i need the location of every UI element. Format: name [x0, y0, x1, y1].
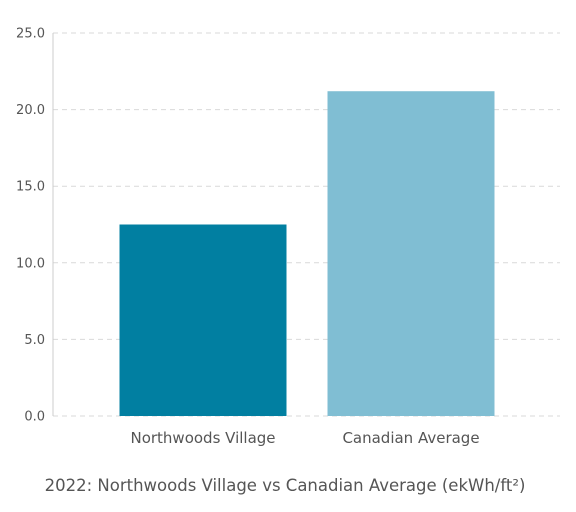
chart-title: 2022: Northwoods Village vs Canadian Ave…: [45, 476, 526, 495]
y-tick-label: 10.0: [16, 256, 45, 271]
y-axis-ticks: 0.0 5.0 10.0 15.0 20.0 25.0: [16, 27, 45, 425]
x-tick-label: Northwoods Village: [130, 429, 275, 447]
y-tick-label: 0.0: [24, 410, 45, 425]
bar-northwoods-village: [119, 224, 287, 416]
bars: [119, 91, 495, 416]
bar-canadian-average: [327, 91, 495, 416]
y-tick-label: 25.0: [16, 27, 45, 42]
x-tick-label: Canadian Average: [342, 429, 479, 447]
y-tick-label: 5.0: [24, 333, 45, 348]
x-axis-labels: Northwoods Village Canadian Average: [130, 429, 479, 447]
y-tick-label: 20.0: [16, 103, 45, 118]
y-tick-label: 15.0: [16, 180, 45, 195]
